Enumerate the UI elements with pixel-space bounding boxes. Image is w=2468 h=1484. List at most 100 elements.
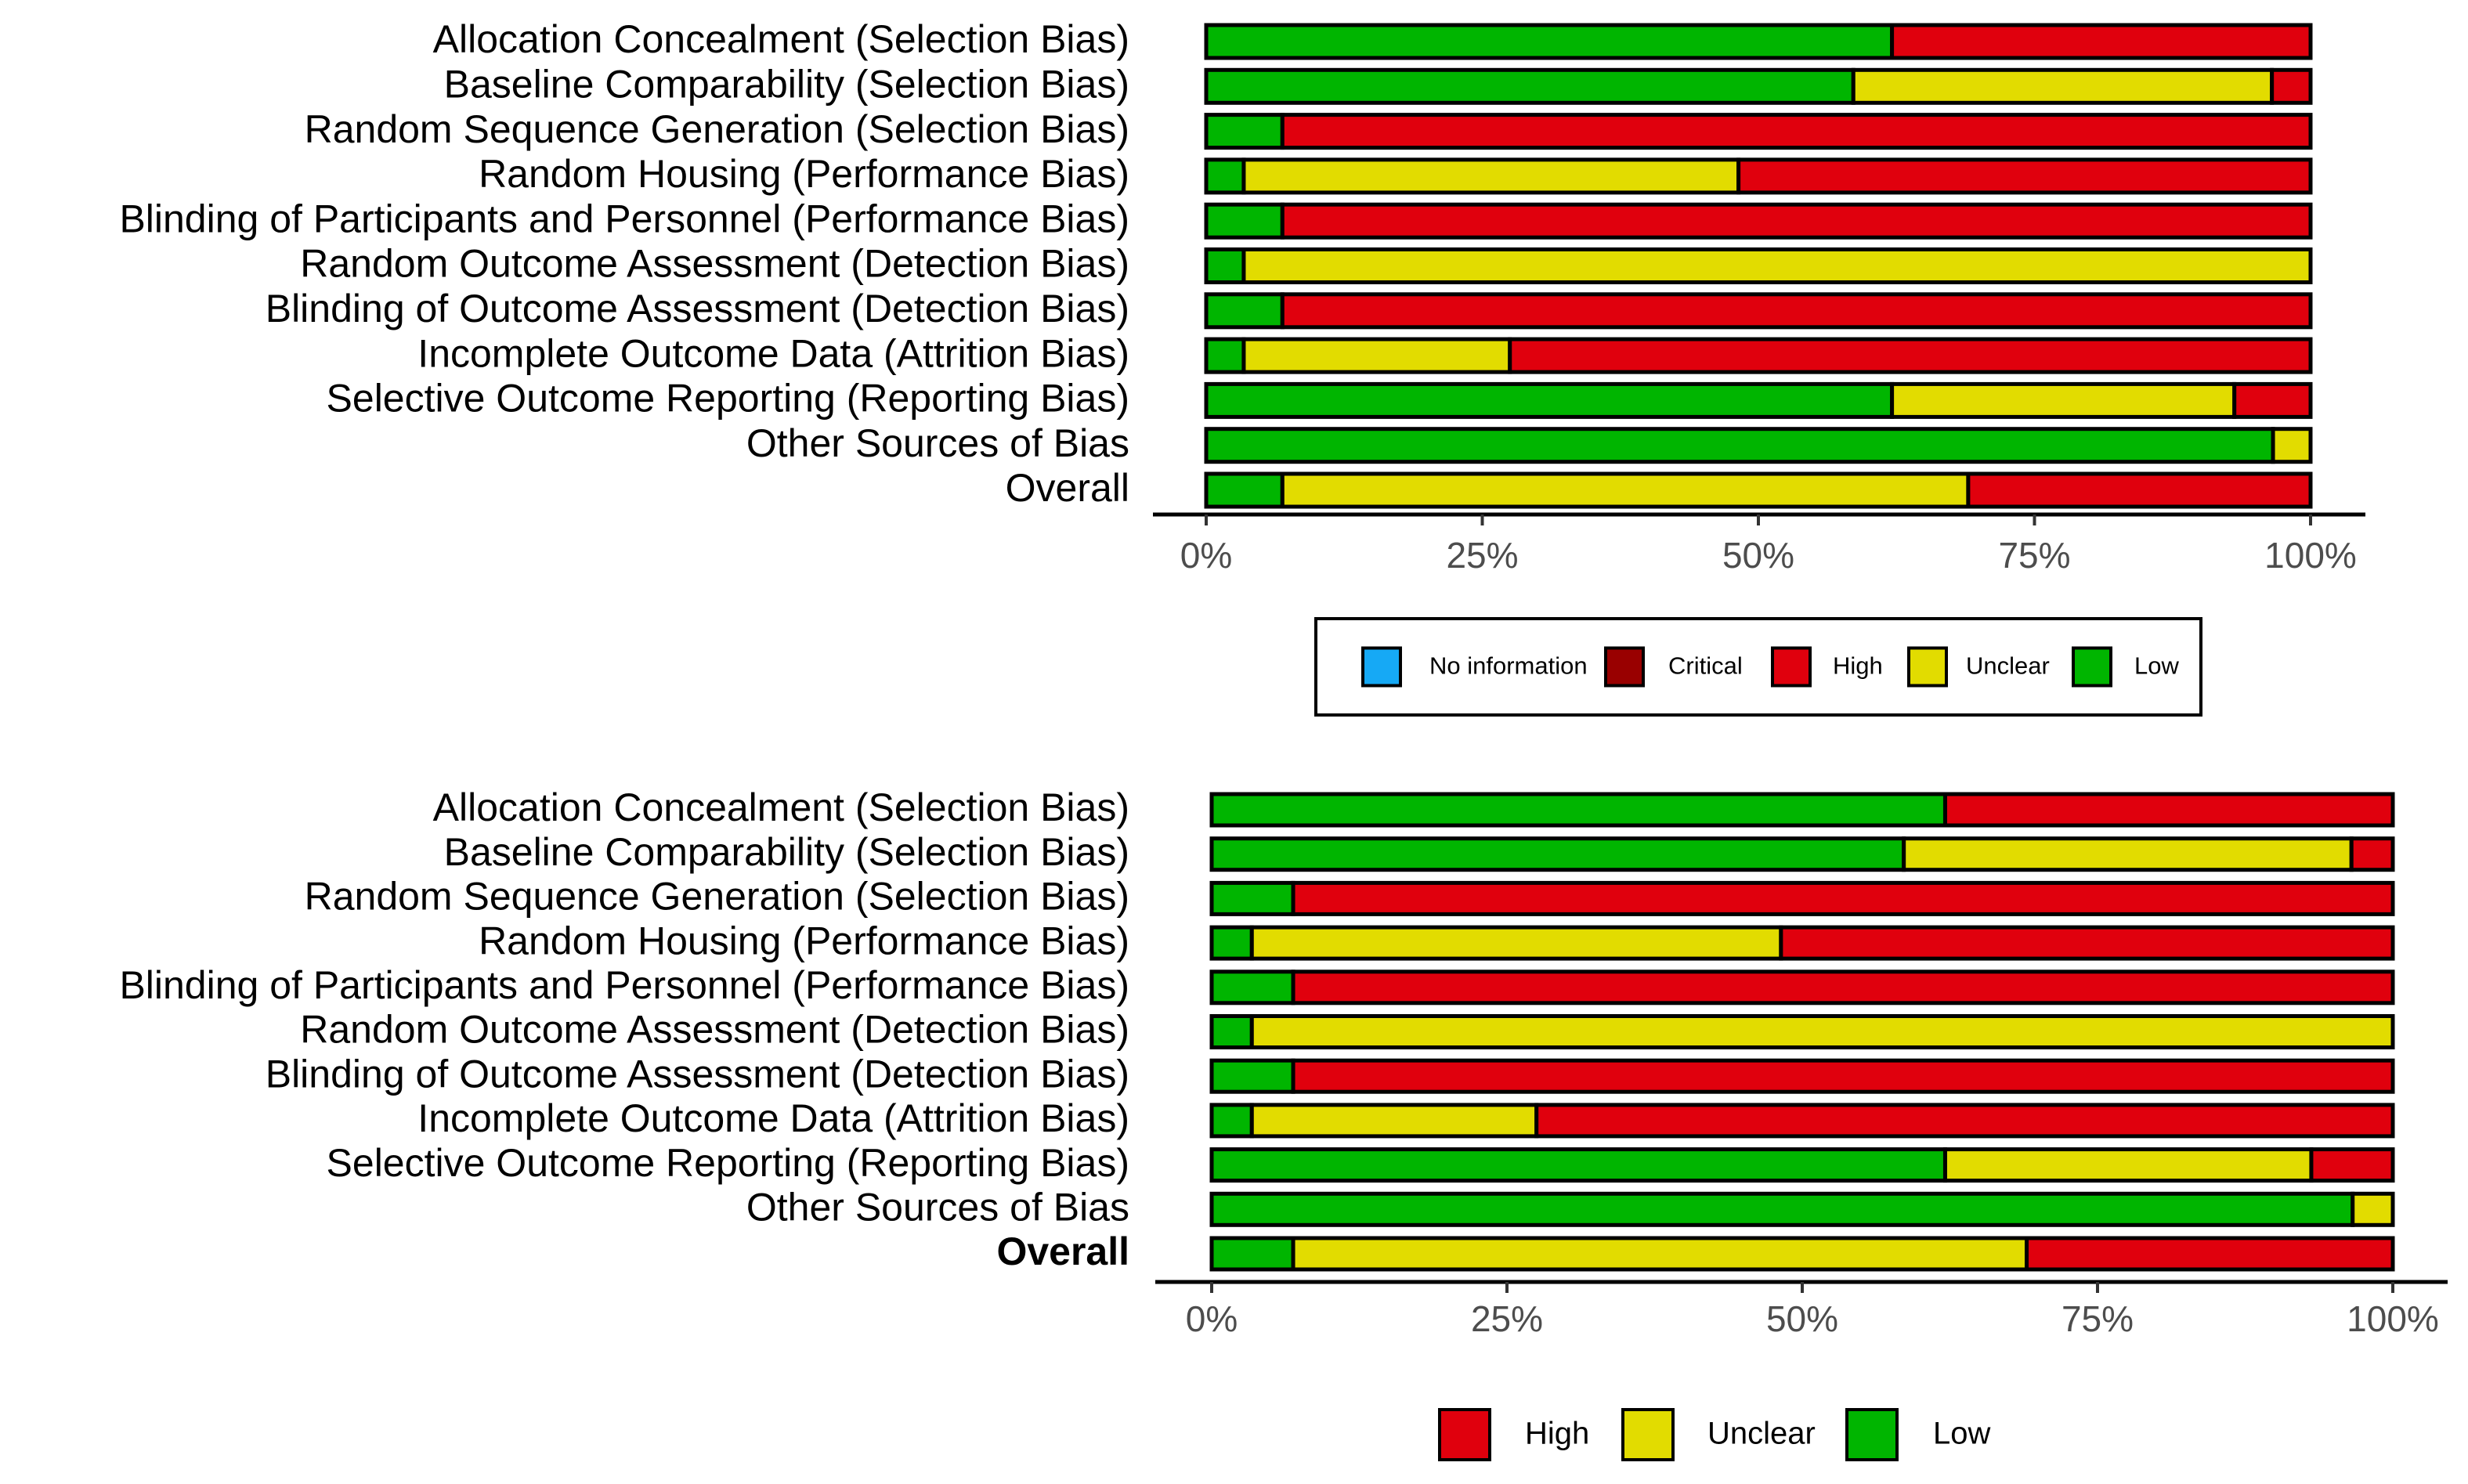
legend-swatch-unclear [1907,646,1948,688]
bar-segment-unclear [2271,427,2313,464]
bar-segment-high [1280,113,2313,150]
bar-segment-low [1204,23,1895,60]
bar-segment-low [1209,925,1254,961]
legend-label-high: High [1525,1417,1589,1451]
category-label: Selective Outcome Reporting (Reporting B… [327,377,1129,421]
x-tick-label: 100% [2264,535,2357,576]
bar-segment-low [1204,337,1246,374]
bar-segment-unclear [1851,67,2275,105]
bar-segment-low [1209,969,1295,1006]
legend-label-high: High [1833,652,1883,680]
category-label: Random Housing (Performance Bias) [479,152,1129,196]
legend-swatch-low [2072,646,2112,688]
legend-label-unclear: Unclear [1707,1417,1816,1451]
panel-bottom: Allocation Concealment (Selection Bias)B… [119,785,2448,1461]
bar-row-blinding-of-outcome-assessment-detection-bias [1209,1058,2395,1094]
legend: No information Critical High Unclear Low [1314,617,2202,717]
bar-segment-low [1209,1147,1947,1183]
bar-segment-unclear [1249,1103,1539,1139]
bar-segment-low [1209,1191,2355,1227]
bar-segment-high [1291,1058,2395,1094]
bar-row-other-sources-of-bias [1209,1191,2395,1227]
bar-segment-low [1204,381,1895,419]
category-label: Other Sources of Bias [746,421,1129,465]
category-label: Baseline Comparability (Selection Bias) [444,830,1129,874]
bar-segment-unclear [1241,247,2313,284]
bar-segment-high [2349,836,2395,872]
bar-row-random-outcome-assessment-detection-bias [1204,247,2313,284]
bar-segment-unclear [1942,1147,2314,1183]
category-label: Incomplete Outcome Data (Attrition Bias) [417,331,1129,375]
bar-segment-unclear [1280,471,1971,509]
bar-segment-unclear [1902,836,2354,872]
category-label: Overall [1006,466,1129,510]
category-label: Random Outcome Assessment (Detection Bia… [300,242,1129,286]
bar-row-blinding-of-participants-and-personnel-performance-bias [1209,969,2395,1006]
bar-row-random-outcome-assessment-detection-bias [1209,1014,2395,1049]
bar-row-blinding-of-outcome-assessment-detection-bias [1204,292,2313,330]
category-label: Random Outcome Assessment (Detection Bia… [300,1008,1129,1052]
bar-segment-high [1291,969,2395,1006]
legend-swatch-high [1771,646,1812,688]
bar-segment-low [1209,792,1947,828]
bar-segment-high [1942,792,2395,828]
category-label: Overall [996,1229,1129,1273]
bar-segment-high [2232,381,2313,419]
bar-segment-high [1508,337,2313,374]
bar-segment-low [1204,427,2275,464]
category-label: Allocation Concealment (Selection Bias) [433,785,1129,829]
legend-swatch-critical [1604,646,1645,688]
bar-segment-high [2025,1236,2395,1272]
bar-row-random-housing-performance-bias [1204,157,2313,195]
bar-row-other-sources-of-bias [1204,427,2313,464]
bar-segment-low [1204,157,1246,195]
bar-row-overall [1209,1236,2395,1272]
category-label: Selective Outcome Reporting (Reporting B… [327,1141,1129,1185]
bar-row-blinding-of-participants-and-personnel-performance-bias [1204,202,2313,240]
bar-segment-unclear [1249,925,1783,961]
bar-segment-high [1779,925,2395,961]
bar-row-incomplete-outcome-data-attrition-bias [1204,337,2313,374]
legend: High Unclear Low [1438,1408,1990,1461]
category-label: Other Sources of Bias [746,1186,1129,1229]
legend-swatch-no-information [1361,646,1402,688]
bar-segment-high [1291,880,2395,916]
bar-row-allocation-concealment-selection-bias [1209,792,2395,828]
bar-row-baseline-comparability-selection-bias [1209,836,2395,872]
bar-segment-high [1890,23,2313,60]
bar-segment-unclear [2351,1191,2395,1227]
bar-segment-unclear [1241,337,1512,374]
x-tick-label: 50% [1722,535,1794,576]
x-tick-label: 75% [2061,1298,2134,1339]
category-label: Blinding of Participants and Personnel (… [119,963,1129,1007]
bar-row-selective-outcome-reporting-reporting-bias [1209,1147,2395,1183]
bar-segment-unclear [1291,1236,2029,1272]
bar-segment-high [1966,471,2313,509]
legend-swatch-high [1438,1408,1491,1461]
x-tick-label: 0% [1180,535,1232,576]
bar-segment-high [1280,292,2313,330]
category-label: Baseline Comparability (Selection Bias) [444,63,1129,107]
x-tick-label: 100% [2347,1298,2439,1339]
bar-segment-low [1204,113,1285,150]
bar-segment-low [1204,247,1246,284]
bar-row-random-housing-performance-bias [1209,925,2395,961]
bar-row-incomplete-outcome-data-attrition-bias [1209,1103,2395,1139]
bar-segment-low [1209,880,1295,916]
x-tick-label: 25% [1446,535,1518,576]
category-label: Incomplete Outcome Data (Attrition Bias) [417,1096,1129,1140]
bar-segment-low [1204,471,1285,509]
x-tick-label: 75% [1998,535,2070,576]
bar-row-random-sequence-generation-selection-bias [1204,113,2313,150]
x-tick-label: 25% [1471,1298,1543,1339]
category-label: Random Housing (Performance Bias) [479,919,1129,962]
x-tick-label: 50% [1766,1298,1838,1339]
bar-segment-low [1209,1058,1295,1094]
legend-label-unclear: Unclear [1966,652,2050,680]
bar-segment-low [1209,1103,1254,1139]
bar-segment-unclear [1241,157,1741,195]
category-label: Random Sequence Generation (Selection Bi… [305,107,1129,151]
bar-segment-high [1280,202,2313,240]
legend-label-low: Low [2134,652,2179,680]
